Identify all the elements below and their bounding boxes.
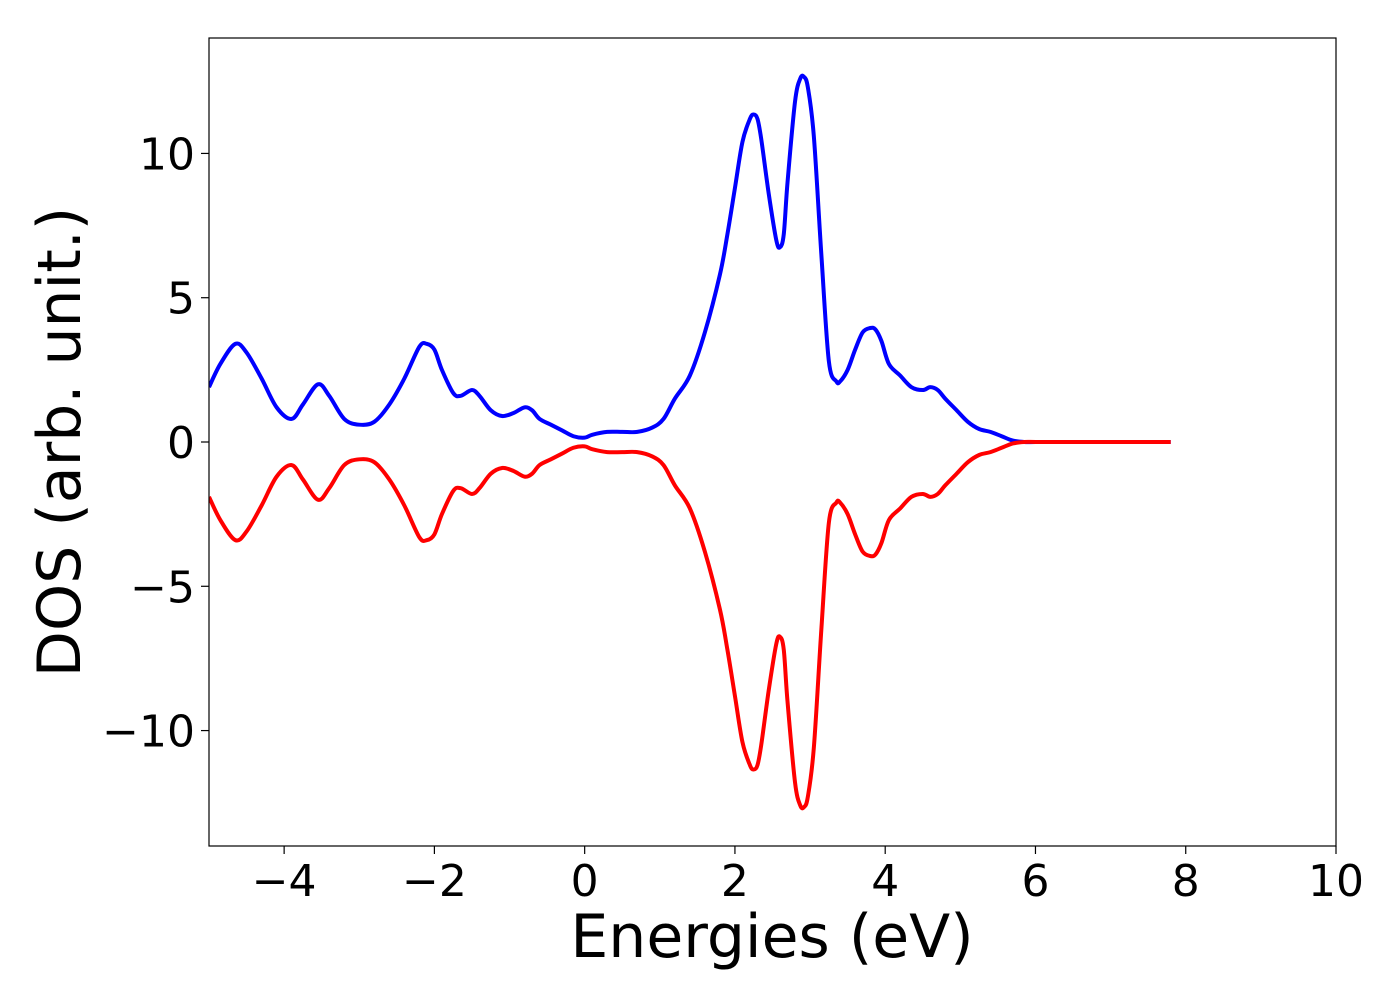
x-tick-label: 6 bbox=[1021, 856, 1049, 907]
series-line-1 bbox=[209, 439, 1171, 811]
x-tick-label: 2 bbox=[721, 856, 749, 907]
y-axis-label: DOS (arb. unit.) bbox=[25, 207, 95, 677]
x-axis-ticks: −4 −2 0 2 4 6 8 10 bbox=[252, 846, 1364, 907]
x-tick-label: 10 bbox=[1308, 856, 1364, 907]
y-tick-label: 0 bbox=[167, 418, 195, 469]
x-tick-label: −2 bbox=[402, 856, 467, 907]
x-tick-label: 8 bbox=[1172, 856, 1200, 907]
x-tick-label: −4 bbox=[252, 856, 317, 907]
y-tick-label: 5 bbox=[167, 274, 195, 325]
y-tick-label: 10 bbox=[139, 129, 195, 180]
y-tick-label: −10 bbox=[102, 707, 195, 758]
y-axis-ticks: 10 5 0 −5 −10 bbox=[102, 129, 209, 758]
x-axis-label: Energies (eV) bbox=[570, 902, 973, 972]
y-tick-label: −5 bbox=[130, 562, 195, 613]
x-tick-label: 0 bbox=[571, 856, 599, 907]
series-line-0 bbox=[209, 73, 1171, 445]
plot-frame bbox=[208, 37, 1337, 847]
x-tick-label: 4 bbox=[871, 856, 899, 907]
series-layer bbox=[209, 73, 1171, 811]
